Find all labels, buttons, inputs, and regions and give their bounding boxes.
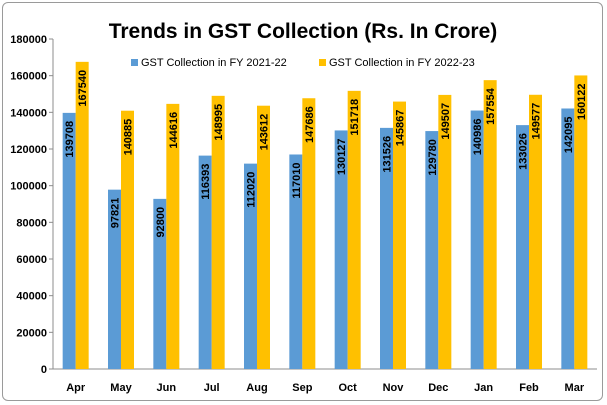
data-label: 143612	[259, 114, 271, 151]
data-label: 140885	[123, 119, 135, 156]
y-tick-label: 140000	[10, 107, 47, 119]
data-label: 151718	[349, 99, 361, 136]
x-tick-label: Sep	[292, 382, 312, 394]
bar-fy2022-23	[483, 80, 497, 369]
data-label: 144616	[168, 112, 180, 149]
legend-label-fy2022-23: GST Collection in FY 2022-23	[329, 57, 475, 69]
data-label: 149507	[440, 103, 452, 140]
data-label: 97821	[110, 198, 122, 229]
y-tick-label: 100000	[10, 181, 47, 193]
x-axis: Apr May Jun Jul Aug Sep Oct Nov Dec Jan Feb Mar	[53, 368, 597, 394]
y-tick-label: 40000	[16, 291, 47, 303]
data-label: 142095	[563, 116, 575, 153]
data-label: 131526	[382, 136, 394, 173]
data-label: 167540	[77, 70, 89, 107]
data-label: 160122	[576, 83, 588, 120]
bar-fy2022-23	[574, 75, 588, 370]
bar-fy2021-22	[561, 108, 575, 370]
x-tick-label: Aug	[246, 382, 267, 394]
bar-fy2021-22	[380, 127, 393, 369]
bar-fy2022-23	[438, 94, 452, 369]
bar-fy2022-23	[347, 90, 361, 369]
bar-fy2022-23	[302, 98, 316, 369]
data-label: 129780	[427, 139, 439, 176]
y-tick-label: 160000	[10, 71, 47, 83]
data-label: 157554	[485, 87, 497, 125]
x-tick-label: Nov	[383, 382, 405, 394]
data-label: 130127	[336, 138, 348, 175]
bar-fy2022-23	[257, 105, 270, 369]
data-label: 140986	[472, 119, 484, 156]
data-label: 112020	[246, 172, 258, 208]
bar-fy2021-22	[516, 125, 529, 369]
legend-label-fy2021-22: GST Collection in FY 2021-22	[141, 57, 287, 69]
bar-fy2021-22	[470, 110, 484, 369]
x-tick-label: May	[110, 382, 132, 394]
bar-fy2022-23	[166, 103, 180, 369]
bar-fy2021-22	[62, 112, 76, 370]
bar-fy2021-22	[108, 189, 121, 369]
data-label: 139708	[64, 121, 76, 158]
data-label: 133026	[518, 133, 530, 170]
bar-fy2022-23	[529, 94, 542, 369]
x-tick-label: Apr	[66, 382, 86, 394]
x-tick-label: Mar	[565, 382, 585, 394]
y-tick-label: 120000	[10, 144, 47, 156]
data-label: 148995	[213, 104, 225, 141]
bar-fy2022-23	[121, 110, 134, 370]
y-tick-label: 80000	[16, 217, 47, 229]
data-label: 117010	[291, 162, 303, 198]
bar-fy2022-23	[211, 95, 225, 369]
legend-swatch-fy2022-23	[319, 59, 326, 66]
data-labels: 139708 97821 92800 116393 112020 117010 130127…	[64, 70, 588, 238]
x-tick-label: Jan	[474, 382, 493, 394]
y-tick-label: 20000	[16, 327, 47, 339]
x-tick-label: Jun	[157, 382, 177, 394]
x-tick-label: Feb	[519, 382, 539, 394]
chart-title: Trends in GST Collection (Rs. In Crore)	[109, 20, 498, 43]
data-label: 147686	[304, 106, 316, 143]
bar-fy2021-22	[198, 155, 212, 369]
bar-fy2021-22	[334, 130, 348, 369]
legend: GST Collection in FY 2021-22 GST Collect…	[131, 57, 475, 69]
y-tick-label: 180000	[10, 34, 47, 46]
y-axis: 0 20000 40000 60000 80000 100000 120000 140000 1…	[10, 34, 54, 376]
bar-fy2022-23	[75, 61, 89, 370]
data-label: 145867	[395, 110, 407, 147]
bar-fy2021-22	[153, 198, 167, 369]
x-tick-label: Dec	[428, 382, 448, 394]
x-tick-label: Oct	[338, 382, 357, 394]
data-label: 116393	[200, 164, 212, 200]
bars	[62, 61, 588, 370]
bar-fy2021-22	[425, 131, 439, 369]
bar-fy2021-22	[244, 163, 257, 369]
data-label: 92800	[155, 207, 167, 238]
y-tick-label: 60000	[16, 254, 47, 266]
bar-fy2021-22	[289, 154, 303, 369]
x-tick-label: Jul	[204, 382, 220, 394]
legend-swatch-fy2021-22	[131, 59, 138, 66]
y-tick-label: 0	[41, 364, 47, 376]
data-label: 149577	[531, 103, 543, 140]
bar-fy2022-23	[393, 101, 406, 370]
